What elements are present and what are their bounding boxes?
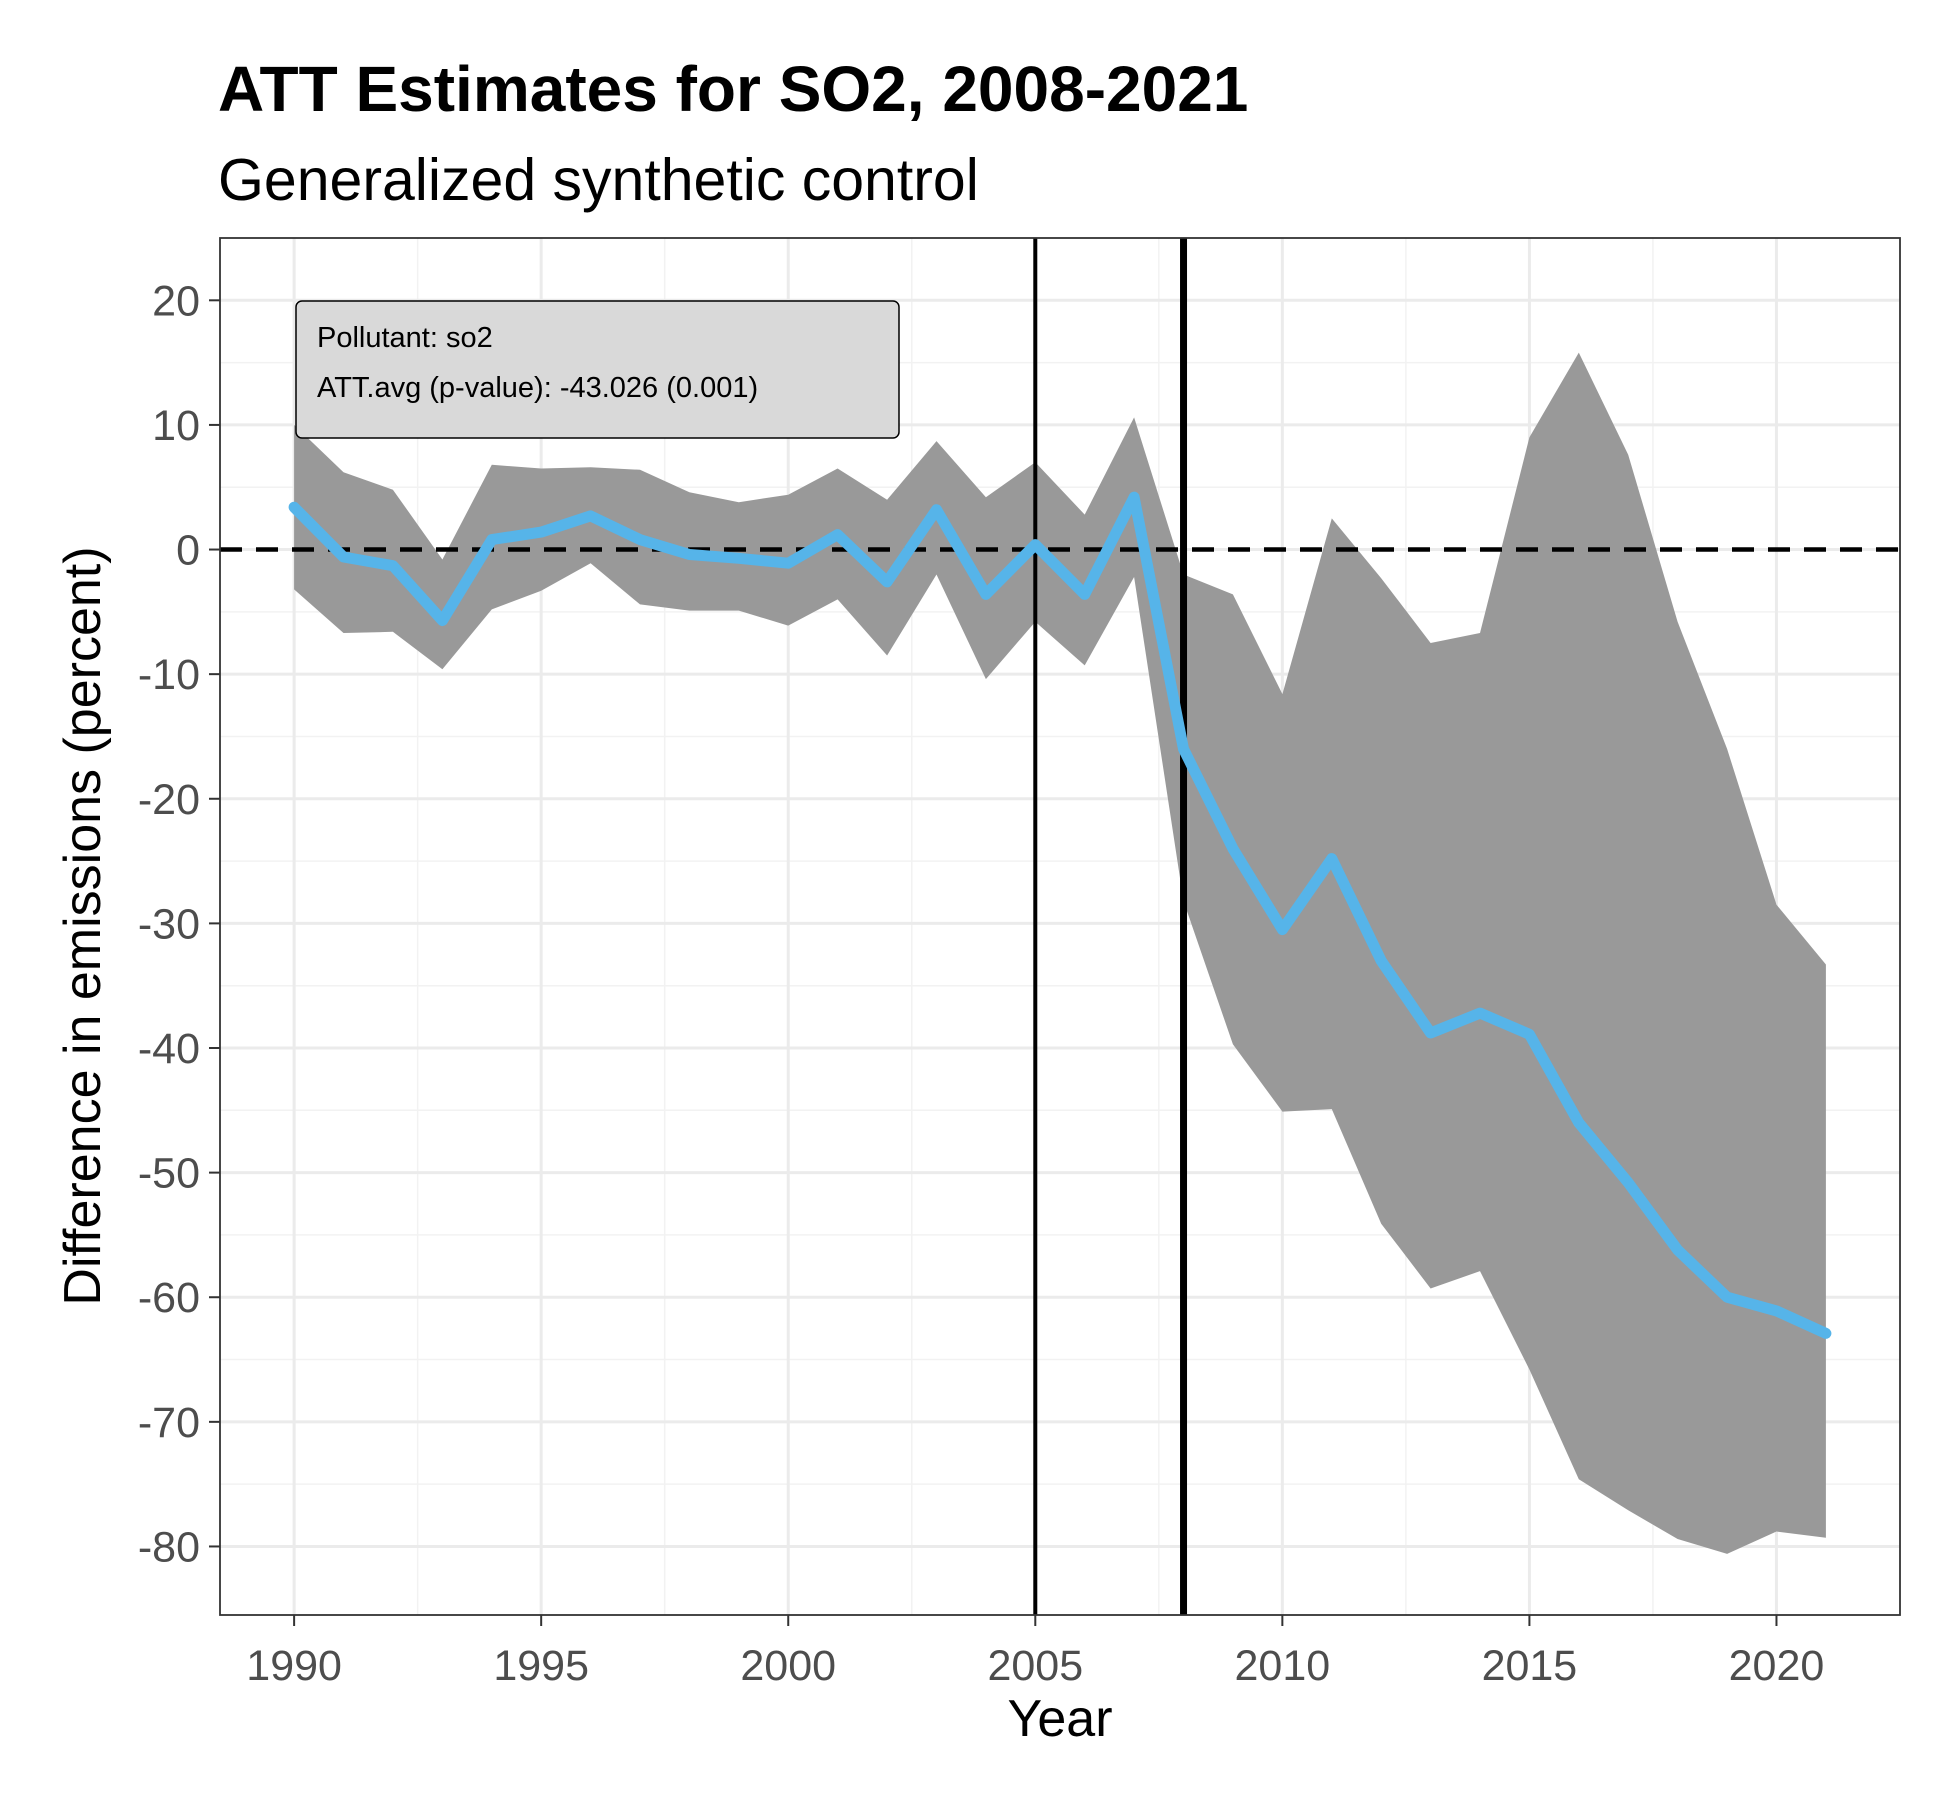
y-tick-label: 0 [176,527,200,575]
y-axis-title: Difference in emissions (percent) [54,546,112,1305]
x-tick-label: 1990 [246,1642,342,1690]
x-tick-label: 2015 [1482,1642,1578,1690]
y-axis: 20 10 0 -10 -20 -30 -40 -50 -60 -70 -80 [138,277,220,1571]
annotation-line-pollutant: Pollutant: so2 [317,322,493,354]
chart-title: ATT Estimates for SO2, 2008-2021 [218,53,1248,125]
confidence-band [294,352,1826,1554]
x-tick-label: 2020 [1729,1642,1825,1690]
y-tick-label: -40 [138,1025,200,1073]
reference-lines-layer [220,238,1900,1615]
x-tick-label: 2000 [740,1642,836,1690]
chart-subtitle: Generalized synthetic control [218,147,979,213]
series-layer [288,491,1832,1339]
x-axis: 1990 1995 2000 2005 2010 2015 2020 [246,1615,1824,1690]
y-tick-label: -10 [138,651,200,699]
y-tick-label: -60 [138,1274,200,1322]
x-tick-label: 2010 [1235,1642,1331,1690]
x-axis-title: Year [1007,1690,1112,1748]
annotation-box: Pollutant: so2 ATT.avg (p-value): -43.02… [295,300,900,439]
y-tick-label: -70 [138,1399,200,1447]
att-series-line [288,491,1832,1339]
y-tick-label: -80 [138,1523,200,1571]
x-tick-label: 2005 [987,1642,1083,1690]
y-tick-label: -20 [138,776,200,824]
annotation-background [295,300,900,439]
y-tick-label: -30 [138,900,200,948]
y-tick-label: 20 [152,277,200,325]
x-tick-label: 1995 [493,1642,589,1690]
confidence-band-layer [294,352,1826,1554]
y-tick-label: -50 [138,1150,200,1198]
plot-border [219,237,1901,1616]
y-tick-label: 10 [152,402,200,450]
annotation-line-att: ATT.avg (p-value): -43.026 (0.001) [317,372,758,404]
